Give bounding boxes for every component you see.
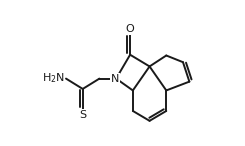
- Text: N: N: [110, 74, 119, 84]
- Text: O: O: [126, 24, 135, 34]
- Text: S: S: [79, 110, 86, 120]
- Text: $\mathregular{H_2N}$: $\mathregular{H_2N}$: [41, 72, 64, 86]
